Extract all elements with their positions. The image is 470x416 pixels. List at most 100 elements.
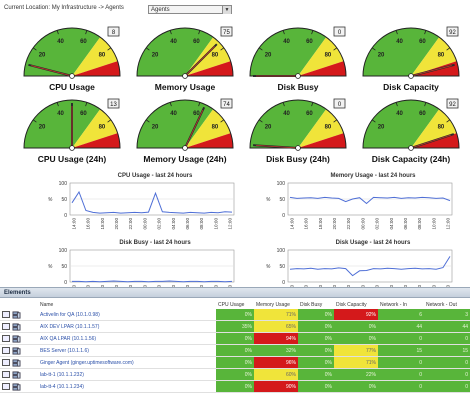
gauge-tick xyxy=(145,119,150,123)
gauge-tick-label: 60 xyxy=(193,111,200,117)
gauge-tick xyxy=(169,30,172,35)
gauge-red-zone xyxy=(298,133,346,148)
graph-icon[interactable] xyxy=(2,335,10,342)
metric-cell: 44 xyxy=(424,320,470,333)
y-tick-label: 100 xyxy=(277,181,286,187)
element-name-link[interactable]: BES Server (10.1.1.6) xyxy=(38,344,216,357)
y-axis-label: % xyxy=(48,197,53,203)
location-bar: Current Location: My Infrastructure -> A… xyxy=(0,0,470,20)
gauge-label: Disk Busy xyxy=(277,82,319,92)
gauge-tick xyxy=(395,102,398,107)
gauge-value-box xyxy=(446,26,459,37)
gauge: 20 40 60 80 0 Disk Busy (24h) xyxy=(238,96,348,164)
gauge-red-zone xyxy=(72,61,120,76)
metric-cell: 0 xyxy=(424,368,470,381)
gauge-yellow-zone xyxy=(72,37,118,76)
y-tick-label: 0 xyxy=(282,213,285,219)
y-tick-label: 0 xyxy=(64,280,67,286)
x-tick-label: 16:00 xyxy=(86,218,91,230)
location-select[interactable]: Agents ▼ xyxy=(148,5,232,14)
column-header[interactable]: Network - In xyxy=(380,301,407,308)
x-tick-label: 18:00 xyxy=(100,218,105,230)
y-tick-label: 0 xyxy=(282,280,285,286)
elements-heading: Elements xyxy=(0,287,470,298)
gauge-tick xyxy=(198,102,201,107)
gauge-label: Disk Capacity (24h) xyxy=(371,154,451,164)
y-tick-label: 50 xyxy=(61,197,67,203)
table-row[interactable]: lab-tt-4 (10.1.1.234) 0% 90% 0% 0% 0 0 xyxy=(0,380,470,393)
gauge-tick-label: 40 xyxy=(283,39,290,45)
gauge-tick xyxy=(107,47,112,51)
gauge-hub xyxy=(69,73,75,79)
gauge-red-zone xyxy=(72,133,120,148)
metric-cell: 35% xyxy=(216,320,254,333)
gauge-tick xyxy=(446,47,451,51)
y-tick-label: 50 xyxy=(279,197,285,203)
gauge-red-zone xyxy=(298,61,346,76)
metric-cell: 0% xyxy=(298,332,334,345)
graph-icon[interactable] xyxy=(2,383,10,390)
gauge-hub xyxy=(408,73,414,79)
gauge-tick-label: 20 xyxy=(265,52,272,58)
element-name-link[interactable]: Activelin for QA (10.1.0.98) xyxy=(38,309,216,321)
gauge: 20 40 60 80 92 Disk Capacity xyxy=(351,24,461,92)
element-name-link[interactable]: lab-tt-1 (10.1.1.232) xyxy=(38,368,216,381)
element-name-link[interactable]: lab-tt-4 (10.1.1.234) xyxy=(38,380,216,393)
gauge-tick-label: 60 xyxy=(419,111,426,117)
gauge-tick-label: 80 xyxy=(325,124,332,130)
table-row[interactable]: AIX DEV LPAR (10.1.1.57) 35% 65% 0% 0% 44 44 xyxy=(0,320,470,333)
element-name-link[interactable]: AIX DEV LPAR (10.1.1.57) xyxy=(38,320,216,333)
graph-icon[interactable] xyxy=(2,359,10,366)
table-row[interactable]: Activelin for QA (10.1.0.98) 0% 71% 0% 92% 6 3 xyxy=(0,309,470,321)
graph-icon[interactable] xyxy=(2,323,10,330)
gauge-tick xyxy=(85,30,88,35)
x-tick-label: 06:00 xyxy=(403,218,408,230)
gauge-tick xyxy=(145,47,150,51)
gauge-tick-label: 20 xyxy=(39,124,46,130)
gauge-needle-highlight xyxy=(184,46,215,77)
gauge-yellow-zone xyxy=(411,37,457,76)
gauge-hub xyxy=(182,73,188,79)
server-icon xyxy=(12,310,21,319)
gauge-tick-label: 20 xyxy=(152,124,159,130)
graph-icon[interactable] xyxy=(2,311,10,318)
column-header[interactable]: Disk Busy xyxy=(300,301,323,308)
series-line xyxy=(289,256,451,277)
column-header[interactable]: Disk Capacity xyxy=(336,301,367,308)
column-header[interactable]: Name xyxy=(40,301,54,308)
gauge-green-zone xyxy=(250,100,327,148)
gauge-value: 0 xyxy=(338,102,342,108)
graph-icon[interactable] xyxy=(2,347,10,354)
x-tick-label: 22:00 xyxy=(346,218,351,230)
gauge-tick-label: 60 xyxy=(193,39,200,45)
x-tick-label: 04:00 xyxy=(389,218,394,230)
gauge-green-zone xyxy=(24,27,101,76)
graph-icon[interactable] xyxy=(2,371,10,378)
table-row[interactable]: BES Server (10.1.1.6) 0% 32% 0% 77% 15 15 xyxy=(0,344,470,357)
x-tick-label: 00:00 xyxy=(360,218,365,230)
table-row[interactable]: Ginger Agent (ginger.uptimesoftware.com)… xyxy=(0,356,470,369)
metric-cell: 22% xyxy=(334,368,378,381)
metric-cell: 60% xyxy=(254,368,298,381)
gauge-yellow-zone xyxy=(185,109,231,148)
x-tick-label: 08:00 xyxy=(199,218,204,230)
metric-cell: 77% xyxy=(334,344,378,357)
y-axis-label: % xyxy=(266,197,271,203)
element-name-link[interactable]: AIX QA LPAR (10.1.1.56) xyxy=(38,332,216,345)
gauge-tick-label: 60 xyxy=(80,111,87,117)
metric-cell: 71% xyxy=(254,309,298,321)
gauge-tick xyxy=(282,102,285,107)
x-tick-label: 14:00 xyxy=(72,218,77,230)
table-row[interactable]: lab-tt-1 (10.1.1.232) 0% 60% 0% 22% 0 0 xyxy=(0,368,470,381)
gauge-tick-label: 40 xyxy=(57,111,64,117)
gauge-green-zone xyxy=(363,100,440,148)
metric-cell: 0% xyxy=(298,309,334,321)
column-header[interactable]: Memory Usage xyxy=(256,301,290,308)
column-header[interactable]: Network - Out xyxy=(426,301,457,308)
element-name-link[interactable]: Ginger Agent (ginger.uptimesoftware.com) xyxy=(38,356,216,369)
gauge-tick-label: 80 xyxy=(99,124,106,130)
column-header[interactable]: CPU Usage xyxy=(218,301,245,308)
gauge-tick-label: 40 xyxy=(396,39,403,45)
table-row[interactable]: AIX QA LPAR (10.1.1.56) 0% 94% 0% 0% 0 0 xyxy=(0,332,470,345)
gauge-hub xyxy=(69,145,75,151)
